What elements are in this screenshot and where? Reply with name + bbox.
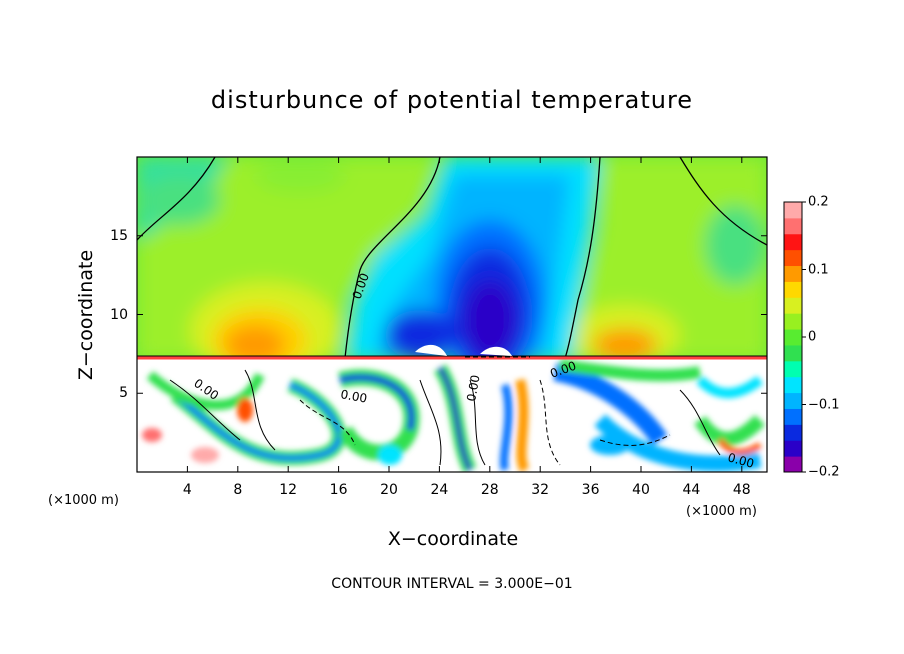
colorbar-swatch	[784, 456, 802, 473]
x-tick-label: 32	[531, 482, 550, 498]
x-tick-label: 20	[380, 482, 398, 498]
colorbar-tick-label: 0	[808, 329, 817, 345]
x-tick-label: 24	[430, 482, 449, 498]
contour-label: 0.00	[726, 450, 755, 470]
x-tick-label: 44	[682, 482, 701, 498]
y-tick-label: 5	[119, 385, 128, 402]
colorbar-tick-label: −0.2	[808, 464, 840, 480]
colorbar-swatch	[784, 440, 802, 457]
contour-label: 0.00	[464, 374, 482, 403]
chart-title: disturbunce of potential temperature	[210, 86, 694, 114]
x-unit-label-right: (×1000 m)	[686, 504, 757, 519]
colorbar-tick-label: −0.1	[808, 397, 840, 412]
axis-ticks	[137, 157, 767, 472]
x-tick-label: 28	[480, 482, 499, 498]
colorbar-swatch	[784, 265, 802, 282]
y-tick-label: 15	[110, 227, 128, 244]
upper-field	[137, 157, 767, 380]
colorbar-swatch	[784, 249, 802, 267]
x-tick-label: 40	[632, 482, 650, 498]
x-tick-label: 36	[581, 482, 600, 498]
colorbar-swatch	[784, 297, 802, 314]
colorbar-swatch	[784, 392, 802, 409]
contour-label: 0.00	[339, 387, 368, 405]
x-axis-label: X−coordinate	[387, 528, 519, 550]
y-tick-label: 10	[110, 306, 128, 323]
contour-interval-note: CONTOUR INTERVAL = 3.000E−01	[331, 576, 573, 592]
colorbar-swatch	[784, 408, 802, 425]
colorbar-swatch	[784, 344, 802, 362]
colorbar-swatch	[784, 233, 802, 251]
colorbar-swatch	[784, 217, 802, 235]
x-tick-label: 16	[329, 482, 348, 498]
x-tick-label: 48	[732, 482, 751, 498]
colorbar	[783, 201, 806, 473]
colorbar-swatch	[784, 329, 802, 346]
colorbar-tick-label: 0.2	[808, 194, 829, 210]
lower-field	[137, 344, 767, 472]
x-tick-label: 12	[279, 482, 298, 498]
colorbar-swatch	[784, 360, 802, 378]
colorbar-swatch	[784, 202, 802, 219]
x-tick-label: 8	[233, 482, 243, 498]
x-unit-label-left: (×1000 m)	[48, 493, 119, 508]
colorbar-swatch	[784, 281, 802, 298]
colorbar-swatch	[784, 376, 802, 394]
colorbar-swatch	[784, 313, 802, 330]
colorbar-swatch	[784, 424, 802, 441]
x-tick-label: 4	[182, 482, 192, 498]
y-axis-label: Z−coordinate	[75, 249, 97, 381]
colorbar-tick-label: 0.1	[808, 262, 829, 277]
